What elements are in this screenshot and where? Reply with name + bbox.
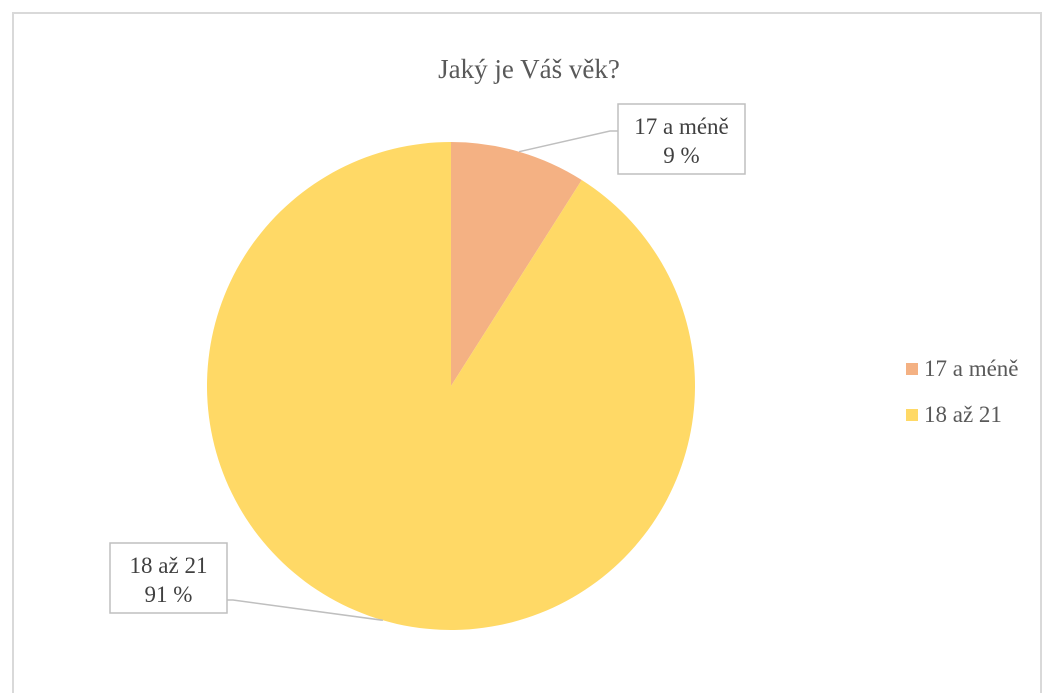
legend-label: 18 až 21 xyxy=(924,402,1002,427)
legend: 17 a méně 18 až 21 xyxy=(906,346,1019,438)
label-leaders xyxy=(227,130,618,622)
legend-item-17-a-mene: 17 a méně xyxy=(906,346,1019,392)
legend-label: 17 a méně xyxy=(924,356,1019,381)
pie-slices xyxy=(206,141,696,630)
legend-swatch xyxy=(906,409,918,421)
data-label-box xyxy=(109,542,228,614)
pie-slice xyxy=(206,141,696,630)
data-labels: 17 a méně 9 % 18 až 21 91 % xyxy=(109,103,746,614)
legend-swatch xyxy=(906,363,918,375)
data-label-percent: 91 % xyxy=(145,582,193,607)
leader-line xyxy=(518,130,618,153)
chart-title: Jaký je Váš věk? xyxy=(438,54,620,84)
pie-slice xyxy=(451,142,582,386)
leader-line xyxy=(227,599,384,622)
data-label-category: 18 až 21 xyxy=(130,553,208,578)
data-label-percent: 9 % xyxy=(663,143,699,168)
legend-item-18-az-21: 18 až 21 xyxy=(906,392,1019,438)
data-label-category: 17 a méně xyxy=(634,114,729,139)
data-label-box xyxy=(617,103,746,175)
